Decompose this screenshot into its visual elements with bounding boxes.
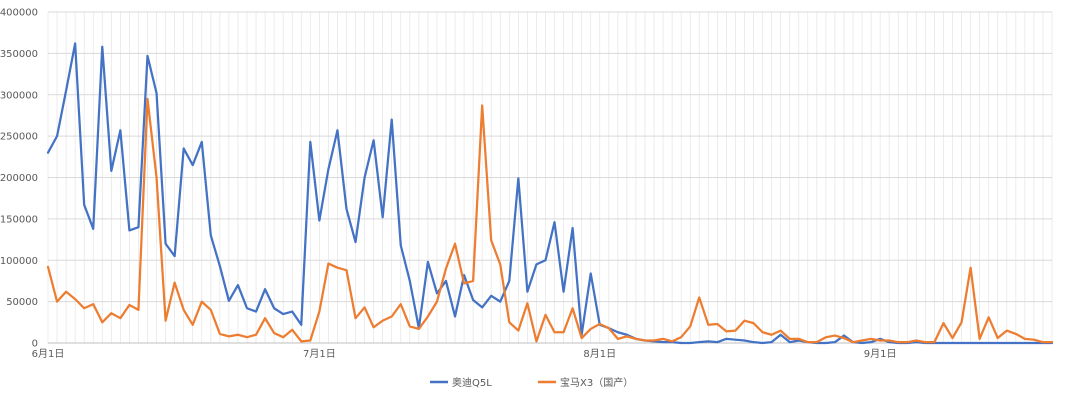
x-tick-label: 6月1日 (32, 348, 65, 360)
legend-label-bmw: 宝马X3（国产） (560, 376, 633, 389)
gridlines (47, 11, 1053, 344)
x-tick-label: 9月1日 (864, 348, 897, 360)
series-line-audi (46, 42, 1054, 345)
y-tick-label: 250000 (0, 132, 38, 143)
series-line-bmw (46, 97, 1054, 344)
x-tick-label: 7月1日 (303, 348, 336, 360)
y-tick-label: 200000 (0, 173, 38, 184)
x-axis: 6月1日 7月1日 8月1日 9月1日 (32, 342, 1052, 360)
x-tick-label: 8月1日 (583, 348, 616, 360)
y-tick-label: 50000 (6, 297, 38, 308)
y-tick-label: 400000 (0, 8, 38, 19)
y-tick-label: 150000 (0, 214, 38, 225)
y-tick-label: 300000 (0, 90, 38, 101)
y-tick-label: 350000 (0, 49, 38, 60)
series-lines (46, 42, 1054, 345)
y-tick-label: 100000 (0, 256, 38, 267)
y-tick-label: 0 (32, 339, 38, 350)
legend-label-audi: 奥迪Q5L (452, 376, 492, 389)
legend: 奥迪Q5L 宝马X3（国产） (430, 376, 633, 389)
y-axis: 0 50000 100000 150000 200000 250000 300000 3500… (0, 8, 38, 350)
